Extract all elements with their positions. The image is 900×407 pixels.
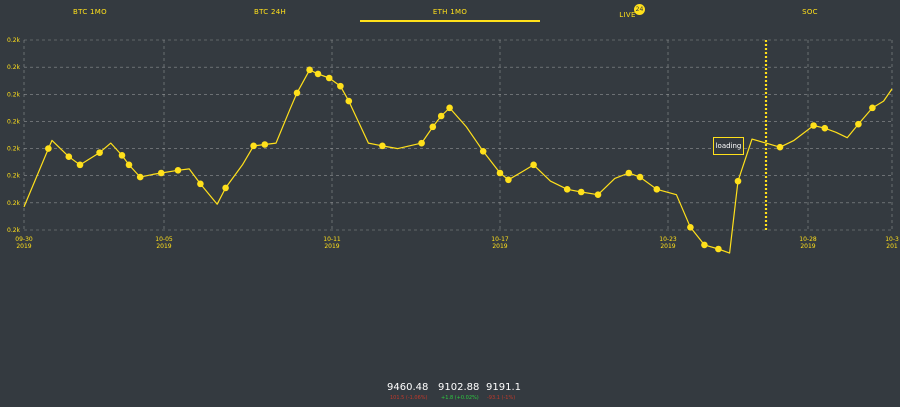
x-tick-label: 10-23 [659, 236, 677, 243]
y-tick-label: 0.2k [7, 118, 21, 125]
data-point [65, 153, 73, 161]
y-tick-label: 0.2k [7, 64, 21, 71]
x-tick-label: 10-11 [323, 236, 341, 243]
x-tick-label: 10-17 [491, 236, 509, 243]
x-tick-year-label: 2019 [800, 243, 815, 250]
data-point [594, 191, 602, 199]
data-point [577, 188, 585, 196]
data-point [429, 123, 437, 131]
tab-eth-1mo-label: ETH 1MO [432, 8, 468, 16]
y-tick-label: 0.2k [7, 91, 21, 98]
x-tick-label: 10-3 [885, 236, 899, 243]
data-point [625, 169, 633, 177]
data-point [306, 66, 313, 74]
y-tick-label: 0.2k [7, 146, 21, 153]
price-chart: 0.2k0.2k0.2k0.2k0.2k0.2k0.2k0.2k09-30201… [7, 37, 899, 254]
data-point [197, 180, 204, 188]
data-point [505, 176, 512, 184]
tab-eth-1mo[interactable]: ETH 1MO [360, 8, 540, 22]
data-point [45, 145, 52, 152]
x-tick-year-label: 2019 [156, 243, 171, 250]
price-series-line [23, 69, 893, 254]
stat-change-1: 101.5 (-1.06%) [390, 395, 428, 401]
tab-bar: BTC 1MO BTC 24H ETH 1MO LIVE 24 SOC [0, 0, 900, 24]
tab-btc-1mo[interactable]: BTC 1MO [73, 8, 107, 16]
stat-change-3: -93.1 (-1%) [487, 395, 516, 401]
data-point [715, 245, 722, 253]
x-tick-year-label: 2019 [660, 243, 675, 250]
data-point [479, 147, 487, 155]
data-point [76, 161, 84, 169]
x-tick-year-label: 2019 [16, 243, 31, 250]
data-point [96, 149, 103, 156]
stat-value-3: 9191.1 [486, 382, 521, 393]
live-count-badge: 24 [634, 4, 645, 15]
data-point [810, 122, 817, 129]
stat-value-1: 9460.48 [387, 382, 429, 393]
data-point [222, 184, 229, 192]
data-point [118, 152, 126, 159]
x-tick-label: 10-28 [799, 236, 817, 243]
data-point [563, 185, 571, 193]
data-point [687, 223, 694, 231]
data-point [821, 124, 829, 132]
tab-live[interactable]: LIVE [619, 11, 636, 19]
loading-tooltip: loading [713, 137, 744, 155]
data-point [136, 173, 144, 181]
data-point [125, 161, 133, 169]
data-point [869, 104, 876, 112]
data-point [437, 112, 445, 120]
data-point [379, 142, 386, 150]
y-tick-label: 0.2k [7, 37, 21, 44]
data-point [734, 177, 742, 185]
stat-change-2: +1.8 (+0.02%) [441, 395, 479, 401]
stat-value-2: 9102.88 [438, 382, 480, 393]
data-point [261, 141, 269, 148]
x-tick-label: 10-05 [155, 236, 173, 243]
data-point [345, 97, 353, 105]
tab-soc[interactable]: SOC [802, 8, 818, 16]
data-point [250, 142, 257, 150]
x-tick-year-label: 2019 [492, 243, 507, 250]
data-point [325, 74, 333, 82]
data-point [174, 166, 182, 174]
data-point [446, 104, 453, 112]
y-tick-label: 0.2k [7, 227, 21, 234]
y-tick-label: 0.2k [7, 200, 21, 207]
x-tick-year-label: 2019 [324, 243, 339, 250]
data-point [636, 173, 644, 181]
data-point [314, 70, 322, 78]
data-point [157, 169, 165, 177]
data-point [776, 143, 784, 151]
stats-bar: 9460.48 101.5 (-1.06%) 9102.88 +1.8 (+0.… [0, 380, 900, 407]
data-point [530, 161, 537, 169]
data-point [653, 185, 661, 193]
data-point [293, 89, 301, 97]
y-tick-label: 0.2k [7, 173, 21, 180]
data-point [855, 120, 862, 128]
data-point [701, 241, 708, 249]
data-point [337, 82, 344, 90]
data-point [418, 139, 425, 147]
data-point [496, 169, 504, 177]
tab-btc-24h[interactable]: BTC 24H [253, 8, 287, 16]
x-tick-year-label: 201 [886, 243, 898, 250]
x-tick-label: 09-30 [15, 236, 33, 243]
